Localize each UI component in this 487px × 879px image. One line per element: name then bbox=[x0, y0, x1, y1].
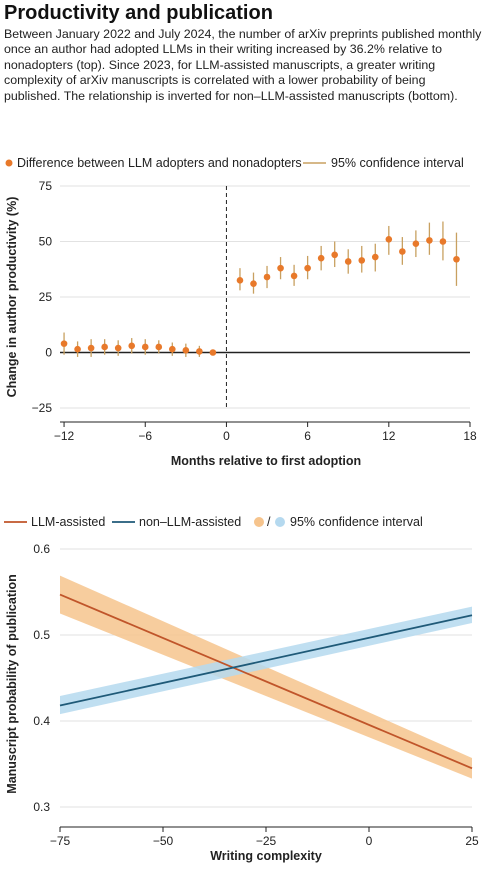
x-tick-label: 18 bbox=[463, 429, 477, 443]
chart2-xlabel: Writing complexity bbox=[210, 849, 322, 863]
data-point bbox=[385, 235, 393, 243]
data-point bbox=[263, 273, 271, 281]
data-point bbox=[182, 346, 190, 354]
x-tick-label: 12 bbox=[382, 429, 396, 443]
y-tick-label: −25 bbox=[32, 401, 53, 415]
legend-llm-ci-icon bbox=[254, 517, 264, 527]
description: Between January 2022 and July 2024, the … bbox=[4, 27, 482, 103]
non-llm-assisted-line bbox=[59, 614, 473, 707]
data-point bbox=[344, 258, 352, 265]
chart1-legend: Difference between LLM adopters and nona… bbox=[5, 156, 464, 170]
data-point bbox=[169, 345, 176, 353]
y-tick-label: 25 bbox=[39, 290, 53, 304]
y-tick-label: 0.4 bbox=[33, 714, 50, 728]
legend-non-llm-label: non–LLM-assisted bbox=[139, 515, 241, 529]
legend-non-llm-ci-icon bbox=[275, 517, 285, 527]
data-point bbox=[358, 257, 366, 264]
productivity-chart: Difference between LLM adopters and nona… bbox=[5, 156, 477, 468]
data-point bbox=[304, 264, 311, 272]
y-tick-label: 0.5 bbox=[33, 628, 50, 642]
chart2-legend: LLM-assisted non–LLM-assisted / 95% conf… bbox=[4, 515, 423, 529]
chart1-x-ticks: −12 −6 0 6 12 18 bbox=[54, 421, 477, 443]
data-point bbox=[331, 251, 338, 259]
llm-assisted-line bbox=[59, 593, 473, 770]
llm-assisted-ci-band bbox=[60, 575, 472, 779]
page-title: Productivity and publication bbox=[4, 2, 273, 24]
x-tick-label: 6 bbox=[304, 429, 311, 443]
data-point bbox=[101, 343, 108, 351]
data-point bbox=[196, 348, 203, 355]
x-tick-label: 0 bbox=[223, 429, 230, 443]
data-point bbox=[317, 254, 325, 262]
data-point bbox=[60, 340, 68, 347]
data-point bbox=[250, 280, 257, 287]
x-tick-label: −50 bbox=[153, 834, 174, 848]
x-tick-label: 25 bbox=[465, 834, 479, 848]
data-point bbox=[74, 345, 81, 353]
x-tick-label: −12 bbox=[54, 429, 75, 443]
x-tick-label: −6 bbox=[138, 429, 152, 443]
legend-llm-label: LLM-assisted bbox=[31, 515, 105, 529]
x-tick-label: 0 bbox=[366, 834, 373, 848]
data-point bbox=[236, 277, 244, 284]
y-tick-label: 0 bbox=[45, 346, 52, 360]
publication-chart: LLM-assisted non–LLM-assisted / 95% conf… bbox=[4, 515, 479, 863]
data-point bbox=[371, 253, 379, 261]
legend-ci-label: 95% confidence interval bbox=[331, 156, 464, 170]
chart2-lines bbox=[59, 593, 473, 770]
data-point bbox=[277, 264, 284, 272]
chart2-x-ticks: −75 −50 −25 0 25 bbox=[50, 826, 479, 848]
data-point bbox=[412, 240, 420, 248]
data-point bbox=[114, 344, 122, 352]
y-tick-label: 50 bbox=[39, 235, 53, 249]
data-point bbox=[399, 248, 406, 255]
legend-ci-slash: / bbox=[267, 515, 271, 529]
x-tick-label: −75 bbox=[50, 834, 71, 848]
y-tick-label: 75 bbox=[39, 179, 53, 193]
chart2-y-ticks: 0.3 0.4 0.5 0.6 bbox=[33, 542, 50, 814]
chart1-marks bbox=[60, 221, 460, 357]
chart1-xlabel: Months relative to first adoption bbox=[171, 454, 361, 468]
chart2-ylabel: Manuscript probability of publication bbox=[5, 574, 19, 793]
data-point bbox=[155, 343, 163, 351]
x-tick-label: −25 bbox=[256, 834, 277, 848]
y-tick-label: 0.3 bbox=[33, 800, 50, 814]
legend-ci-label-2: 95% confidence interval bbox=[290, 515, 423, 529]
data-point bbox=[439, 238, 447, 245]
chart1-gridlines bbox=[60, 185, 470, 409]
chart1-y-ticks: −25 0 25 50 75 bbox=[32, 179, 53, 415]
data-point bbox=[209, 349, 217, 356]
data-point bbox=[141, 343, 149, 351]
legend-points-label: Difference between LLM adopters and nona… bbox=[17, 156, 302, 170]
chart1-ylabel: Change in author productivity (%) bbox=[5, 197, 19, 398]
y-tick-label: 0.6 bbox=[33, 542, 50, 556]
data-point bbox=[290, 272, 298, 280]
legend-point-icon bbox=[5, 159, 13, 167]
chart2-ci-bands bbox=[60, 575, 472, 779]
data-point bbox=[426, 237, 433, 244]
data-point bbox=[87, 344, 95, 352]
data-point bbox=[128, 342, 136, 350]
data-point bbox=[453, 255, 460, 263]
